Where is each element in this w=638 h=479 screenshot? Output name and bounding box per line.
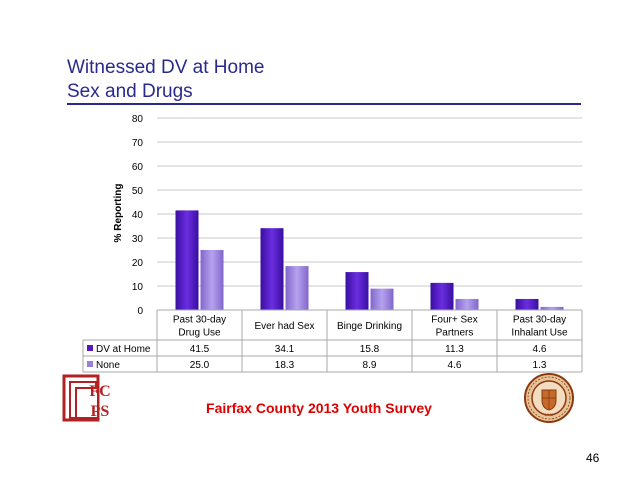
bar xyxy=(430,282,454,310)
bar xyxy=(345,272,369,310)
legend-key xyxy=(87,361,93,367)
category-label: Past 30-day xyxy=(173,315,226,326)
fcps-logo: FC PS xyxy=(62,374,111,422)
data-label: 18.3 xyxy=(275,360,295,371)
y-tick-label: 60 xyxy=(132,162,144,173)
y-tick-label: 20 xyxy=(132,258,144,269)
data-label: 4.6 xyxy=(448,360,462,371)
category-label: Four+ Sex xyxy=(431,315,477,326)
y-tick-label: 30 xyxy=(132,234,144,245)
data-label: 25.0 xyxy=(190,360,210,371)
data-label: 11.3 xyxy=(445,344,464,355)
data-label: 41.5 xyxy=(190,344,210,355)
bar xyxy=(455,298,479,310)
legend-label: DV at Home xyxy=(96,344,151,355)
data-label: 4.6 xyxy=(533,344,547,355)
category-label: Binge Drinking xyxy=(337,321,402,332)
bar xyxy=(200,250,224,310)
legend-label: None xyxy=(96,360,120,371)
svg-text:1742: 1742 xyxy=(545,412,555,417)
svg-text:PS: PS xyxy=(91,403,110,420)
bar xyxy=(515,298,539,310)
category-label: Partners xyxy=(436,328,474,339)
category-label: Inhalant Use xyxy=(511,328,568,339)
y-tick-label: 10 xyxy=(132,282,144,293)
y-tick-label: 70 xyxy=(132,138,144,149)
bar xyxy=(260,228,284,310)
category-label: Past 30-day xyxy=(513,315,566,326)
bar xyxy=(285,266,309,310)
legend-key xyxy=(87,345,93,351)
y-tick-label: 40 xyxy=(132,210,144,221)
title-underline xyxy=(67,103,581,105)
category-label: Ever had Sex xyxy=(254,321,314,332)
category-label: Drug Use xyxy=(178,328,221,339)
slide-title-line-2: Sex and Drugs xyxy=(67,81,193,102)
y-tick-label: 80 xyxy=(132,114,144,125)
bar xyxy=(540,306,564,310)
survey-footer: Fairfax County 2013 Youth Survey xyxy=(206,400,432,416)
slide-title-line-1: Witnessed DV at Home xyxy=(67,57,265,78)
data-label: 1.3 xyxy=(533,360,547,371)
bar xyxy=(370,288,394,310)
y-axis-label: % Reporting xyxy=(113,184,124,243)
county-seal-logo: 1742 xyxy=(524,373,574,423)
data-label: 15.8 xyxy=(360,344,380,355)
svg-text:FC: FC xyxy=(89,383,110,400)
bar xyxy=(175,210,199,310)
data-label: 34.1 xyxy=(275,344,295,355)
y-tick-label: 0 xyxy=(137,306,143,317)
data-label: 8.9 xyxy=(363,360,377,371)
y-tick-label: 50 xyxy=(132,186,144,197)
page-number: 46 xyxy=(586,451,600,465)
